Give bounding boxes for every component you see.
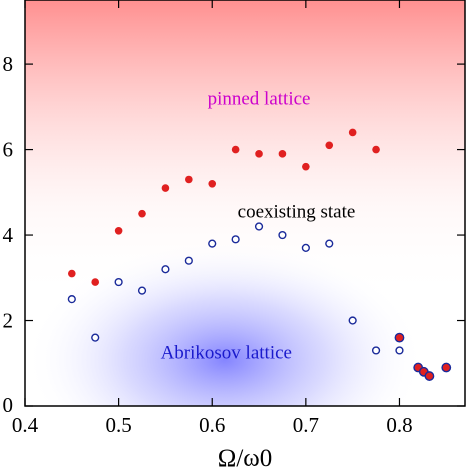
region-label: Abrikosov lattice	[161, 343, 292, 364]
open-point	[137, 286, 147, 295]
open-point	[161, 265, 170, 274]
filled-point	[372, 145, 380, 154]
region-labels: pinned lattice coexisting state Abrikosov …	[161, 88, 356, 363]
overlap-point	[424, 371, 435, 381]
filled-point	[278, 150, 287, 158]
axis-ticks	[24, 0, 465, 407]
y-tick-labels: 0 2 4 6 8	[3, 52, 14, 417]
open-point	[371, 346, 381, 355]
filled-point	[91, 278, 100, 286]
y-tick-label: 6	[3, 138, 14, 162]
x-tick-label: 0.8	[386, 413, 412, 437]
open-point	[254, 222, 264, 231]
y-tick-label: 8	[3, 52, 14, 76]
plot-frame	[24, 0, 466, 407]
open-point	[208, 239, 217, 248]
overlap-point	[394, 332, 405, 343]
x-tick-label: 0.5	[105, 413, 131, 437]
open-point	[114, 277, 123, 287]
open-point	[278, 230, 287, 240]
y-tick-label: 4	[3, 223, 14, 247]
open-point	[325, 239, 334, 248]
region-label: pinned lattice	[208, 88, 311, 109]
open-point	[91, 333, 100, 342]
filled-point	[348, 128, 357, 137]
y-tick-label: 0	[3, 393, 14, 417]
filled-point	[185, 175, 193, 184]
x-tick-labels: 0.4 0.5 0.6 0.7 0.8	[12, 413, 413, 437]
x-tick-label: 0.6	[199, 413, 225, 437]
filled-point	[325, 141, 334, 150]
open-point	[395, 346, 404, 355]
filled-point	[255, 150, 263, 158]
x-tick-label: 0.7	[293, 413, 319, 437]
open-point	[348, 316, 357, 325]
open-point	[67, 295, 76, 304]
open-point	[301, 243, 310, 252]
filled-point	[302, 162, 310, 171]
filled-point	[68, 269, 76, 278]
y-tick-label: 2	[3, 309, 14, 333]
data-markers	[67, 128, 452, 381]
open-point	[231, 235, 240, 244]
region-label: coexisting state	[238, 202, 356, 223]
filled-point	[114, 226, 123, 235]
filled-point	[208, 179, 217, 188]
filled-point	[231, 145, 240, 154]
overlap-point	[441, 362, 452, 373]
filled-point	[138, 209, 146, 218]
x-tick-label: 0.4	[12, 413, 39, 437]
abrikosov-region-shading	[25, 240, 425, 406]
filled-point	[161, 184, 170, 192]
x-axis-label: Ω/ω0	[218, 445, 272, 472]
open-point	[184, 256, 193, 265]
